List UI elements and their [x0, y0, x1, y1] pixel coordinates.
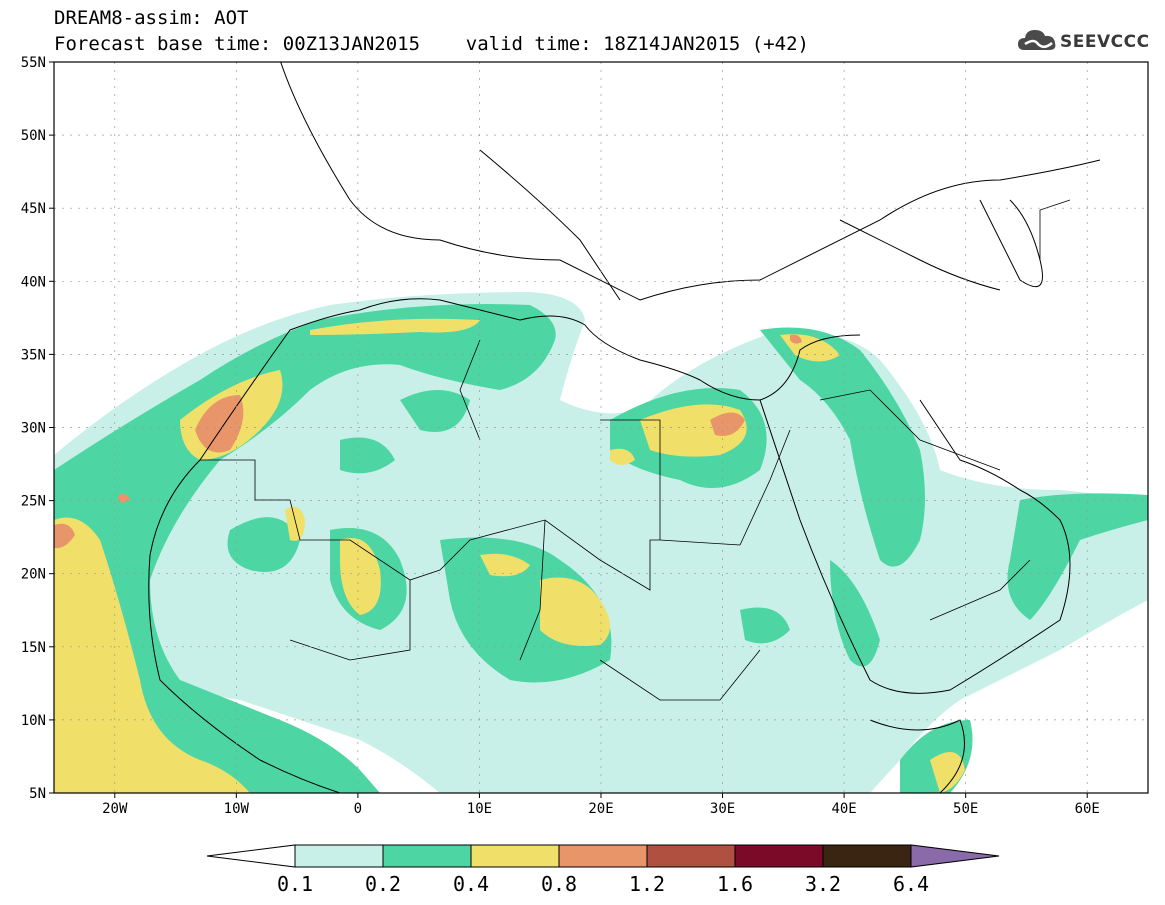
lon-label: 40E: [831, 801, 856, 817]
cloud-icon: [1018, 30, 1056, 50]
borders: [200, 199, 1071, 701]
lat-label: 50N: [21, 128, 46, 144]
lat-label: 45N: [21, 201, 46, 217]
map-subtitle: Forecast base time: 00Z13JAN2015 valid t…: [54, 33, 809, 55]
seevccc-logo: SEEVCCC: [1016, 24, 1156, 58]
coastlines: [148, 62, 1101, 793]
lon-label: 0: [354, 801, 362, 817]
graticule: [54, 61, 1148, 794]
lat-label: 5N: [29, 786, 46, 802]
logo-text: SEEVCCC: [1060, 32, 1150, 52]
lon-label: 20E: [588, 801, 613, 817]
lat-label: 10N: [21, 713, 46, 729]
lon-label: 30E: [710, 801, 735, 817]
lat-label: 35N: [21, 347, 46, 363]
lat-label: 30N: [21, 421, 46, 437]
longitude-labels: 20W 10W 0 10E 20E 30E 40E 50E 60E: [102, 801, 1100, 817]
latitude-labels: 55N 50N 45N 40N 35N 30N 25N 20N 15N 10N 5N: [21, 55, 46, 802]
lat-label: 55N: [21, 55, 46, 71]
lon-label: 10W: [224, 801, 250, 817]
lon-label: 20W: [102, 801, 128, 817]
lon-label: 50E: [953, 801, 978, 817]
lon-label: 60E: [1075, 801, 1100, 817]
aot-band-0.8: [54, 334, 802, 549]
map-title: DREAM8-assim: AOT: [54, 7, 249, 29]
lon-label: 10E: [467, 801, 492, 817]
lat-label: 15N: [21, 640, 46, 656]
lat-label: 25N: [21, 494, 46, 510]
axis-ticks: [49, 61, 1088, 798]
lat-label: 20N: [21, 567, 46, 583]
lat-label: 40N: [21, 274, 46, 290]
